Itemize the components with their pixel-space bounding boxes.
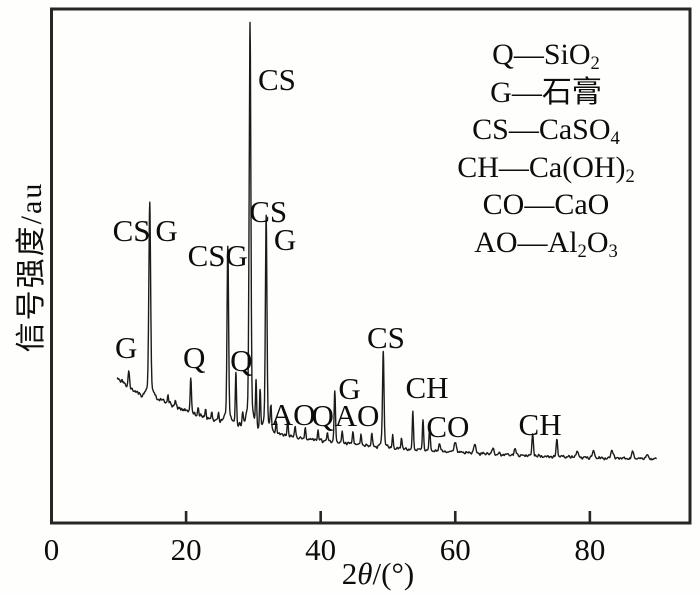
legend-item: CH—Ca(OH)2 [400, 149, 692, 187]
peak-label: CH [405, 370, 448, 405]
legend-formula: SiO2 [543, 38, 600, 75]
y-axis-label: 信号强度/au [15, 181, 48, 353]
plot-border [50, 7, 692, 525]
legend-dash: — [511, 75, 542, 109]
x-tick-label: 80 [574, 532, 605, 567]
legend-item: CO—CaO [400, 186, 692, 224]
peak-label: AO [271, 397, 316, 432]
peak-label: CO [426, 409, 469, 444]
legend-formula: CaO [554, 188, 610, 222]
x-tick-label: 0 [44, 532, 60, 567]
legend-item: G—石膏 [400, 74, 692, 112]
legend-formula: Al2O3 [547, 225, 618, 263]
peak-label: CS [367, 320, 405, 355]
legend-formula: CaSO4 [538, 113, 620, 150]
x-axis-label: 2θ/(°) [258, 556, 498, 594]
legend-item: CS—CaSO4 [400, 111, 692, 149]
legend-item: Q—SiO2 [400, 36, 692, 74]
peak-label: G [274, 222, 296, 257]
peak-label: AO [335, 398, 380, 433]
peak-label: Q [183, 340, 205, 375]
peak-label: CS [249, 194, 287, 229]
x-tick-label: 20 [171, 532, 202, 567]
peak-label: CS [258, 62, 296, 97]
peak-label: CH [519, 407, 562, 442]
legend-dash: — [498, 150, 529, 184]
x-axis-label-unit: /(°) [372, 556, 415, 591]
legend-dash: — [513, 38, 544, 71]
x-axis-label-number: 2 [341, 556, 358, 591]
legend-formula: Ca(OH)2 [528, 150, 635, 187]
legend-dash: — [508, 113, 539, 147]
legend-phase-symbol: Q [492, 38, 514, 71]
x-tick-label: 40 [305, 532, 336, 567]
legend-item: AO—Al2O3 [400, 224, 692, 262]
legend-phase-symbol: CS [472, 113, 509, 147]
peak-label: CSG [188, 238, 248, 273]
legend-formula: 石膏 [541, 75, 602, 109]
legend-phase-symbol: CO [482, 188, 525, 222]
legend: Q—SiO2 G—石膏 CS—CaSO4 CH—Ca(OH)2 CO—CaO AO—Al2… [400, 36, 692, 262]
peak-label: Q [312, 398, 334, 433]
peak-label: G [338, 371, 360, 406]
legend-phase-symbol: G [490, 75, 512, 109]
legend-phase-symbol: AO [474, 225, 518, 259]
xrd-trace [116, 21, 657, 461]
peak-label: G [115, 330, 137, 365]
x-axis-label-theta-symbol: θ [357, 556, 373, 591]
legend-dash: — [517, 225, 548, 259]
legend-dash: — [524, 188, 555, 222]
x-tick-label: 60 [440, 532, 471, 567]
peak-label: Q [230, 343, 252, 378]
peak-label: G [155, 213, 177, 248]
peak-label: CS [113, 213, 151, 248]
legend-phase-symbol: CH [457, 150, 499, 184]
